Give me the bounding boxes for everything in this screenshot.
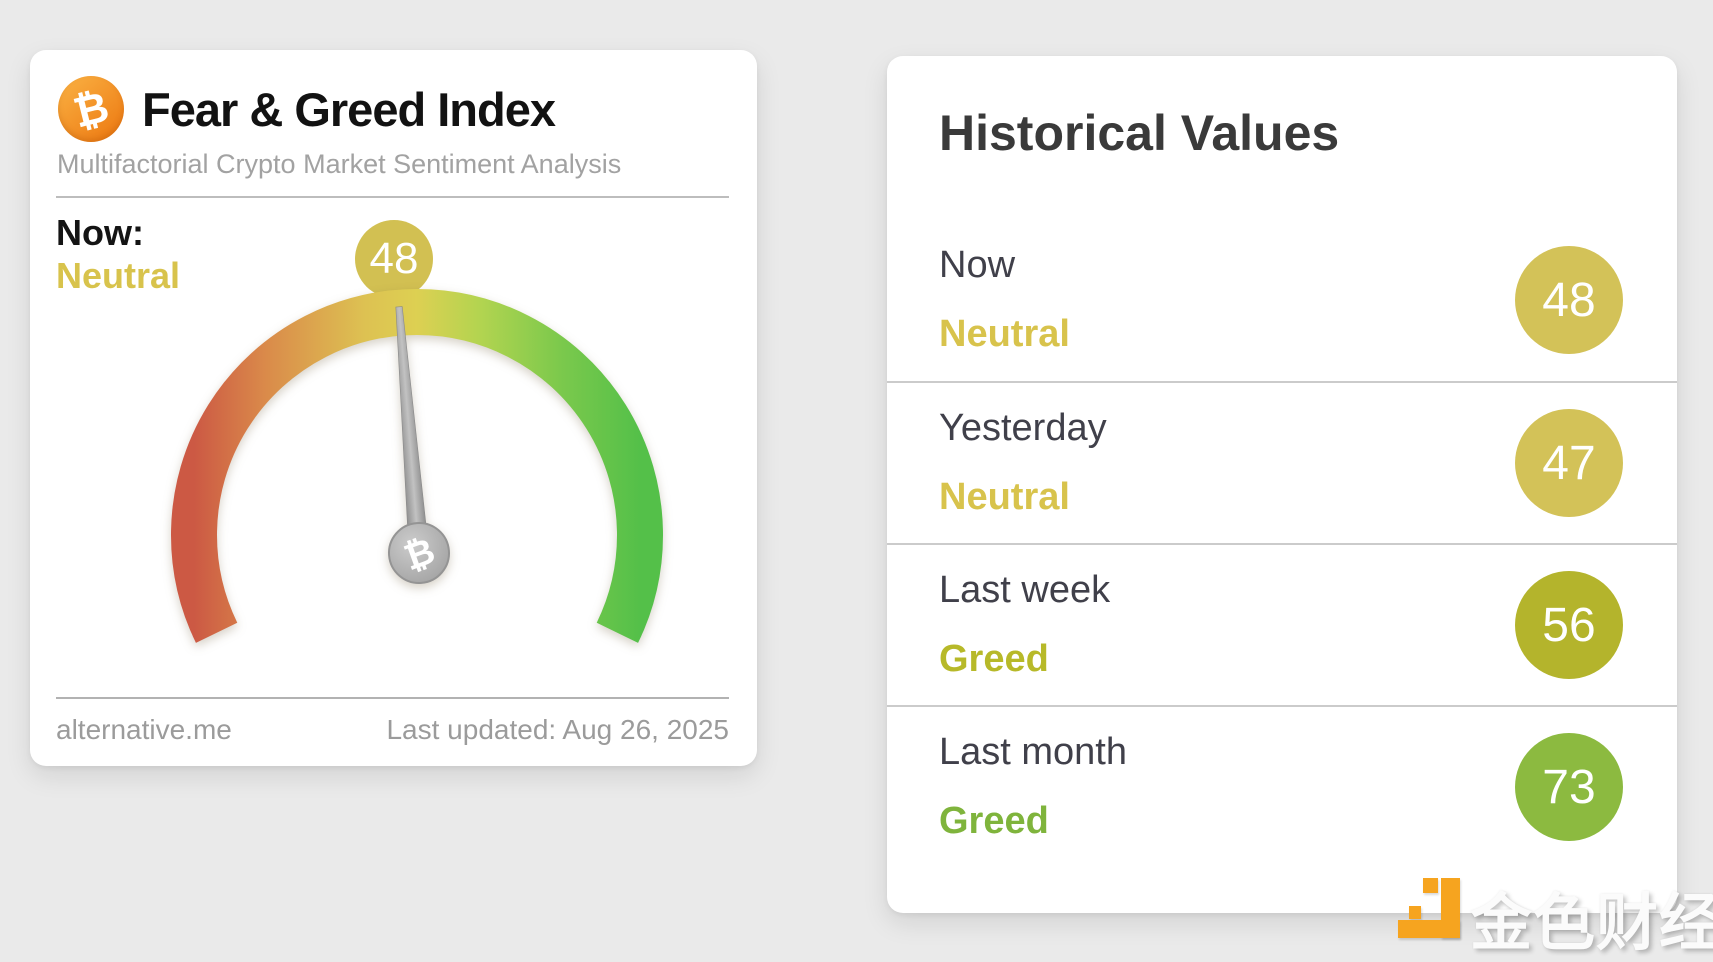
jinse-finance-icon [1398,878,1460,938]
needle-hub [388,522,450,584]
row-sentiment: Neutral [939,476,1070,518]
now-sentiment: Neutral [56,255,181,296]
bitcoin-logo-icon: ₿ [58,76,124,142]
gauge-value-badge: 48 [355,220,433,298]
row-value-badge: 47 [1515,409,1623,517]
card-subtitle: Multifactorial Crypto Market Sentiment A… [57,149,622,179]
jinse-finance-wordmark: 金色财经 [1470,889,1713,958]
historical-rows: Now Neutral 48 Yesterday Neutral 47 Last… [887,219,1677,867]
icon-dot [1409,906,1421,919]
historical-title: Historical Values [939,105,1340,161]
table-row-last-week: Last week Greed 56 [887,543,1677,705]
row-period: Last week [939,569,1111,611]
gauge-needle: ₿ [388,306,450,584]
row-period: Last month [939,731,1127,773]
card-footer: alternative.me Last updated: Aug 26, 202… [56,714,729,746]
source-link[interactable]: alternative.me [56,714,232,745]
historical-values-card: Historical Values Now Neutral 48 Yesterd… [887,56,1677,913]
row-sentiment: Greed [939,638,1049,680]
footer-divider [56,697,729,699]
table-row-last-month: Last month Greed 73 [887,705,1677,867]
row-sentiment: Greed [939,800,1049,842]
row-period: Yesterday [939,407,1107,449]
table-row-now: Now Neutral 48 [887,219,1677,381]
card-title: Fear & Greed Index [142,82,556,136]
row-value-badge: 73 [1515,733,1623,841]
table-row-yesterday: Yesterday Neutral 47 [887,381,1677,543]
header-divider [56,196,729,198]
last-updated-text: Last updated: Aug 26, 2025 [386,714,729,745]
icon-horizontal-bar [1398,920,1460,938]
fear-greed-card: ₿ Fear & Greed Index Multifactorial Cryp… [30,50,757,766]
gauge-chart: ₿ [171,289,663,643]
now-label: Now: [56,212,144,253]
row-period: Now [939,244,1016,286]
gauge-arc [171,289,663,643]
bitcoin-symbol: ₿ [68,81,114,137]
row-value-badge: 56 [1515,571,1623,679]
row-value-badge: 48 [1515,246,1623,354]
row-sentiment: Neutral [939,313,1070,355]
icon-square [1423,878,1438,893]
